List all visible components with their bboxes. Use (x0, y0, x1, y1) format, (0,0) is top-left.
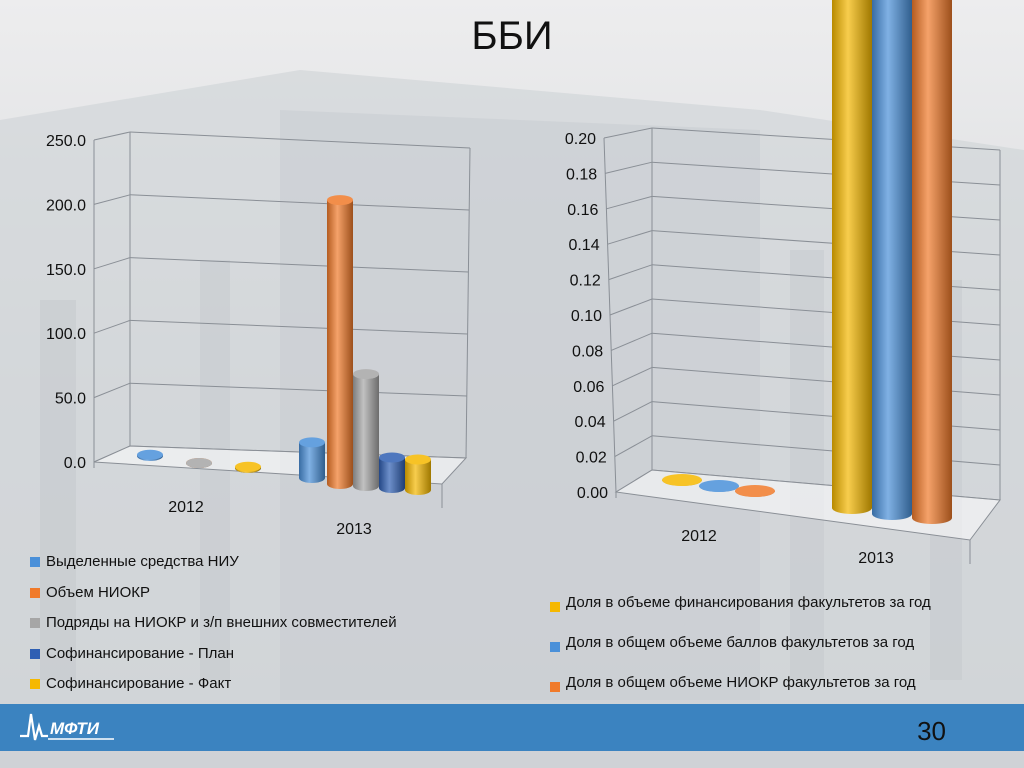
bar (735, 485, 775, 497)
legend-swatch (550, 682, 560, 692)
y-tick-label: 0.02 (576, 450, 607, 467)
legend-swatch (30, 587, 40, 598)
legend-label: Доля в общем объеме НИОКР факультетов за… (566, 674, 916, 691)
slide-title: ББИ (471, 14, 553, 58)
legend-label: Доля в общем объеме баллов факультетов з… (566, 634, 915, 651)
left-chart-legend: Выделенные средства НИУ Объем НИОКР Подр… (30, 547, 397, 700)
legend-item: Подряды на НИОКР и з/п внешних совместит… (30, 608, 397, 639)
bar (299, 437, 325, 483)
legend-label: Подряды на НИОКР и з/п внешних совместит… (46, 614, 397, 631)
y-tick-label: 0.20 (565, 131, 596, 148)
y-tick-label: 0.18 (566, 166, 597, 183)
legend-label: Выделенные средства НИУ (46, 553, 239, 570)
legend-label: Софинансирование - План (46, 644, 235, 662)
y-tick-label: 50.0 (55, 391, 86, 408)
legend-item: Доля в объеме финансирования факультетов… (550, 587, 931, 627)
legend-swatch (30, 557, 40, 568)
page-number: 30 (917, 716, 946, 746)
legend-swatch (550, 602, 560, 612)
svg-text:МФТИ: МФТИ (50, 719, 100, 738)
y-tick-label: 0.00 (577, 485, 608, 502)
y-tick-label: 0.0 (64, 455, 86, 472)
legend-label: Доля в объеме финансирования факультетов… (566, 594, 931, 611)
y-tick-label: 100.0 (46, 326, 86, 343)
bar (832, 0, 872, 514)
bar (186, 458, 212, 468)
bar (235, 461, 261, 473)
legend-swatch (30, 679, 40, 690)
bar (872, 0, 912, 520)
bar (912, 0, 952, 524)
bar (353, 369, 379, 491)
legend-item: Выделенные средства НИУ (30, 547, 397, 578)
y-tick-label: 0.10 (571, 308, 602, 325)
y-tick-label: 0.08 (572, 343, 603, 360)
mipt-logo: МФТИ (20, 713, 114, 741)
y-tick-label: 0.06 (573, 379, 604, 396)
right-chart-legend: Доля в объеме финансирования факультетов… (550, 587, 931, 707)
legend-label: Софинансирование - Факт (46, 675, 232, 692)
y-tick-label: 150.0 (46, 262, 86, 279)
x-tick-label: 2013 (336, 521, 372, 538)
x-tick-label: 2013 (858, 550, 894, 567)
bar (327, 195, 353, 489)
y-tick-label: 250.0 (46, 133, 86, 150)
y-tick-label: 0.14 (568, 237, 599, 254)
legend-swatch (30, 618, 40, 629)
legend-item: Софинансирование - План (30, 639, 397, 670)
legend-swatch (550, 642, 560, 652)
bar (137, 449, 163, 461)
y-tick-label: 0.16 (567, 202, 598, 219)
bar (379, 452, 405, 493)
legend-label: Объем НИОКР (46, 583, 150, 601)
legend-item: Объем НИОКР (30, 578, 397, 609)
bar (699, 480, 739, 492)
y-tick-label: 0.12 (570, 273, 601, 290)
legend-swatch (30, 648, 40, 659)
legend-item: Доля в общем объеме НИОКР факультетов за… (550, 667, 931, 707)
x-tick-label: 2012 (681, 528, 717, 545)
legend-item: Доля в общем объеме баллов факультетов з… (550, 627, 931, 667)
y-tick-label: 200.0 (46, 197, 86, 214)
bar (662, 474, 702, 486)
footer-bar (0, 704, 1024, 751)
bar (405, 454, 431, 495)
y-tick-label: 0.04 (574, 414, 605, 431)
x-tick-label: 2012 (168, 499, 204, 516)
legend-item: Софинансирование - Факт (30, 669, 397, 700)
